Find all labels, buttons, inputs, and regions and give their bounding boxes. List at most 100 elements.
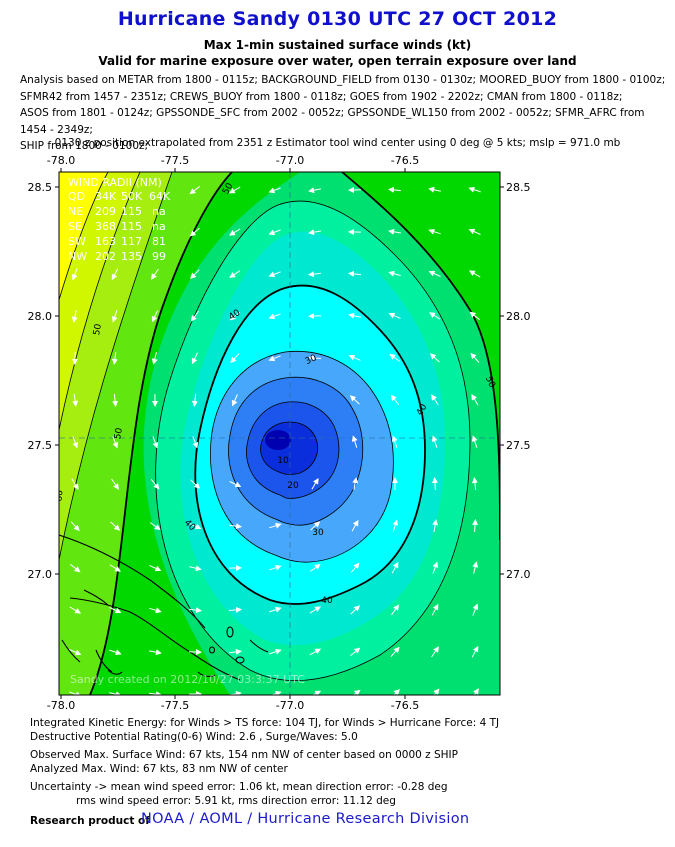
wind-arrow xyxy=(109,564,121,572)
wind-arrow xyxy=(468,270,481,278)
wind-arrow xyxy=(111,478,119,490)
wind-radii-col-64k: 64K xyxy=(149,190,171,203)
analysis-line: ASOS from 1801 - 0124z; GPSSONDE_SFC fro… xyxy=(20,107,645,136)
wind-arrow xyxy=(350,605,361,615)
wind-arrow xyxy=(350,647,361,657)
wind-arrow xyxy=(111,352,118,365)
x-tick-label: -78.0 xyxy=(47,155,75,167)
uncertainty-line-2: rms wind speed error: 5.91 kt, rms direc… xyxy=(76,795,396,807)
wind-arrow xyxy=(229,311,241,321)
wind-arrow xyxy=(269,522,282,529)
page-title: Hurricane Sandy 0130 UTC 27 OCT 2012 xyxy=(117,8,558,30)
wind-arrow xyxy=(388,228,401,235)
wind-arrow xyxy=(348,312,362,319)
analysis-line: SHIP from 1800 - 0100z; xyxy=(20,140,149,152)
credit-link[interactable]: NOAA / AOML / Hurricane Research Divisio… xyxy=(141,811,470,827)
wind-arrow xyxy=(228,606,242,613)
wind-arrow xyxy=(189,523,202,530)
contour-label: 40 xyxy=(321,596,333,606)
wind-arrow xyxy=(190,269,200,280)
wind-arrow xyxy=(388,270,401,277)
uncertainty-line-1: Uncertainty -> mean wind speed error: 1.… xyxy=(30,781,448,793)
wind-arrow xyxy=(348,354,361,361)
wind-arrow xyxy=(151,352,158,365)
x-tick-label: -76.5 xyxy=(391,699,419,710)
x-tick-label: -77.0 xyxy=(276,155,304,167)
wind-arrow xyxy=(431,477,438,491)
wind-vectors xyxy=(69,185,481,695)
wind-arrow xyxy=(189,185,201,195)
observed-max-line: Observed Max. Surface Wind: 67 kts, 154 … xyxy=(30,749,458,761)
wind-arrow xyxy=(391,561,399,574)
wind-arrow xyxy=(269,606,282,613)
wind-arrow xyxy=(69,649,82,656)
wind-arrow xyxy=(309,648,322,656)
contour-label: 30 xyxy=(304,353,319,367)
wind-arrow xyxy=(393,689,401,695)
wind-arrow xyxy=(270,690,282,695)
contour-label: 10 xyxy=(277,456,289,466)
contour-label: 50 xyxy=(92,323,104,336)
wind-arrow xyxy=(191,393,198,407)
wind-radii-col-34k: 34K xyxy=(95,190,117,203)
wind-arrow xyxy=(191,352,199,365)
wind-arrow xyxy=(229,648,242,655)
subtitle-line-2: Valid for marine exposure over water, op… xyxy=(98,54,577,68)
analysis-line: SFMR42 from 1457 - 2351z; CREWS_BUOY fro… xyxy=(20,90,623,103)
wind-arrow xyxy=(390,646,400,657)
wind-arrow xyxy=(431,394,439,406)
wind-radii-cell: 209 xyxy=(95,205,116,218)
wind-arrow xyxy=(229,270,241,278)
axis-ticks xyxy=(55,168,504,699)
contour-label: 50 xyxy=(483,375,497,390)
wind-arrow xyxy=(391,604,400,616)
y-tick-label: 27.5 xyxy=(506,439,531,452)
x-tick-label: -77.5 xyxy=(161,699,189,710)
y-tick-label: 28.0 xyxy=(28,310,53,323)
wind-arrow xyxy=(149,649,162,656)
contour-label: 20 xyxy=(287,481,299,491)
wind-arrow xyxy=(112,393,119,407)
wind-arrow xyxy=(431,435,438,448)
wind-arrow xyxy=(352,477,359,490)
wind-arrow xyxy=(473,688,479,695)
wind-arrow xyxy=(69,606,82,614)
wind-arrow xyxy=(231,394,238,407)
wind-arrow xyxy=(352,689,361,695)
wind-radii-header: WIND RADII (NM) xyxy=(68,176,162,189)
wind-arrow xyxy=(71,351,78,365)
wind-arrow xyxy=(390,394,400,406)
y-tick-label: 28.5 xyxy=(506,181,531,194)
wind-arrow xyxy=(71,478,79,490)
grid-lines xyxy=(59,172,500,695)
x-tick-label: -77.5 xyxy=(161,155,189,167)
wind-arrow xyxy=(268,187,281,194)
wind-arrow xyxy=(109,649,122,656)
wind-arrow xyxy=(471,435,478,448)
wind-arrow xyxy=(392,519,399,532)
wind-arrow xyxy=(432,519,439,532)
y-axis-right-labels: 28.5 28.0 27.5 27.0 xyxy=(506,181,531,581)
wind-arrow xyxy=(229,481,242,488)
wind-arrow xyxy=(468,228,481,235)
wind-arrow xyxy=(429,353,440,363)
wind-arrow xyxy=(308,271,322,278)
wind-arrow xyxy=(310,521,321,531)
wind-arrow xyxy=(308,229,321,236)
wind-arrow xyxy=(190,310,200,322)
contour-label: 60 xyxy=(55,489,66,502)
y-tick-label: 28.5 xyxy=(28,181,53,194)
wind-arrow xyxy=(268,355,281,362)
wind-arrow xyxy=(269,564,282,571)
wind-arrow xyxy=(189,227,200,237)
contour-label: 30 xyxy=(312,528,324,538)
wind-arrow xyxy=(228,186,241,194)
wind-arrow xyxy=(229,228,241,236)
wind-arrow xyxy=(111,268,119,281)
wind-arrow xyxy=(470,352,480,363)
wind-arrow xyxy=(471,393,479,406)
contour-label: 50 xyxy=(113,427,125,440)
